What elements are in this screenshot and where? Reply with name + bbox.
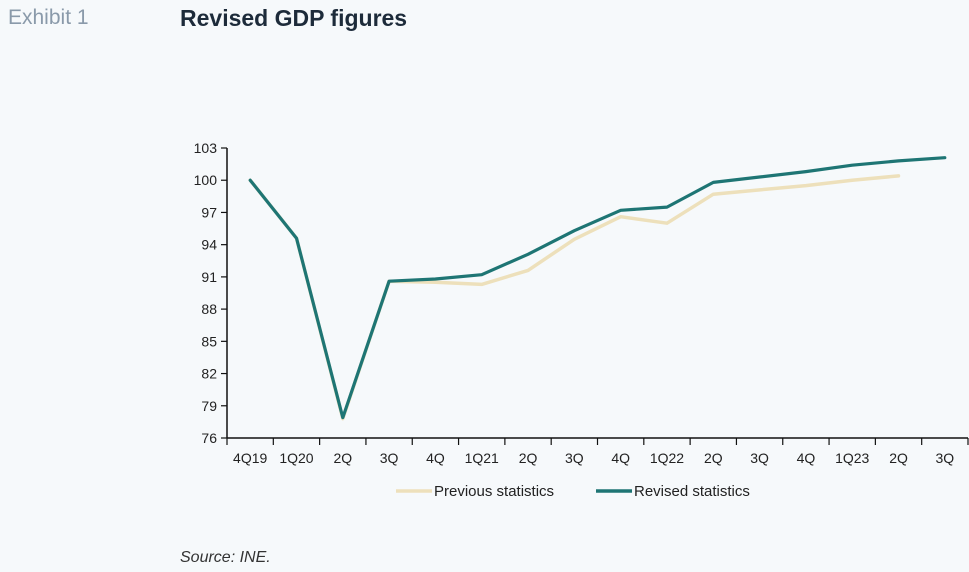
y-axis: 76 79 82 85 88 91 94 97 100 103 — [194, 140, 228, 446]
y-tick-label: 82 — [201, 366, 217, 382]
x-tick-label: 1Q21 — [465, 450, 499, 466]
x-tick-label: 4Q — [426, 450, 445, 466]
x-tick-label: 4Q — [611, 450, 630, 466]
x-tick-label: 3Q — [750, 450, 769, 466]
legend-label: Revised statistics — [634, 483, 750, 500]
y-tick-label: 85 — [201, 333, 217, 349]
x-tick-label: 2Q — [333, 450, 352, 466]
y-tick-label: 100 — [194, 172, 218, 188]
y-tick-label: 94 — [201, 237, 217, 253]
x-tick-label: 1Q20 — [279, 450, 313, 466]
legend-label: Previous statistics — [434, 483, 554, 500]
x-tick-label: 2Q — [889, 450, 908, 466]
exhibit-label: Exhibit 1 — [8, 6, 89, 29]
chart-title: Revised GDP figures — [180, 5, 408, 31]
y-tick-label: 76 — [201, 430, 217, 446]
x-tick-label: 2Q — [519, 450, 538, 466]
x-tick-label: 1Q23 — [835, 450, 869, 466]
x-axis: 4Q19 1Q20 2Q 3Q 4Q 1Q21 2Q 3Q 4Q 1Q22 2Q 3Q 4Q 1Q23 2Q… — [226, 437, 969, 466]
x-tick-label: 4Q19 — [233, 450, 267, 466]
y-tick-label: 88 — [201, 301, 217, 317]
series-line-revised — [248, 156, 947, 420]
y-tick-label: 97 — [201, 204, 217, 220]
series-line-previous — [248, 174, 901, 421]
x-tick-label: 1Q22 — [650, 450, 684, 466]
y-tick-label: 91 — [201, 269, 217, 285]
x-tick-label: 3Q — [565, 450, 584, 466]
series-group — [248, 156, 947, 421]
x-tick-label: 4Q — [797, 450, 816, 466]
source-note: Source: INE. — [180, 549, 271, 566]
y-tick-label: 79 — [201, 398, 217, 414]
legend: Previous statistics Revised statistics — [396, 483, 750, 500]
x-tick-label: 3Q — [936, 450, 955, 466]
x-tick-label: 2Q — [704, 450, 723, 466]
y-tick-label: 103 — [194, 140, 218, 156]
x-tick-label: 3Q — [380, 450, 399, 466]
